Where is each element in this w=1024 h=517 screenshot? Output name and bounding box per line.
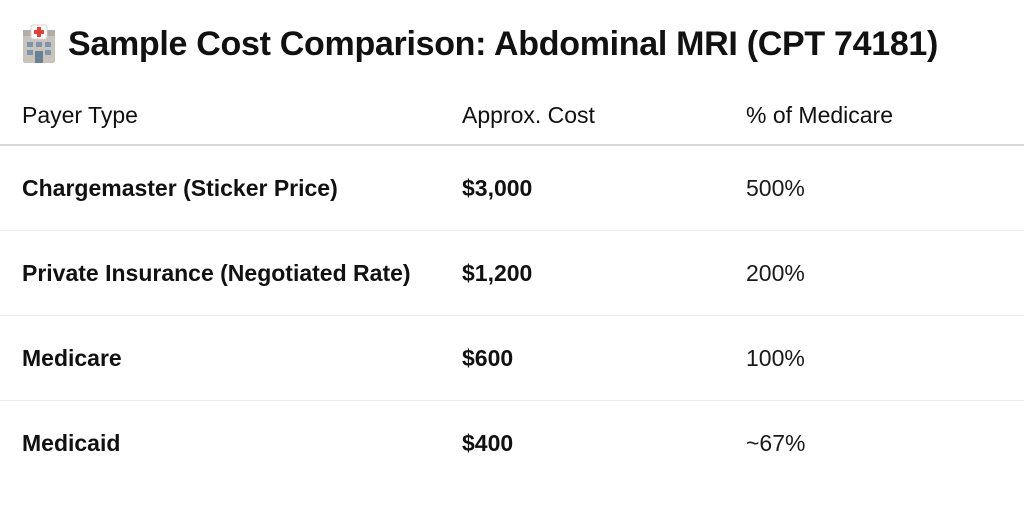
hospital-icon (22, 24, 56, 64)
cost-comparison-table: Payer Type Approx. Cost % of Medicare Ch… (0, 86, 1024, 485)
cell-percent-medicare: 100% (746, 316, 1024, 401)
table-row: Medicaid $400 ~67% (0, 401, 1024, 486)
cell-percent-medicare: 500% (746, 145, 1024, 231)
page-title: Sample Cost Comparison: Abdominal MRI (C… (68, 25, 938, 64)
column-header-approx-cost: Approx. Cost (462, 86, 746, 145)
table-row: Chargemaster (Sticker Price) $3,000 500% (0, 145, 1024, 231)
cell-percent-medicare: 200% (746, 231, 1024, 316)
table-row: Private Insurance (Negotiated Rate) $1,2… (0, 231, 1024, 316)
page-header: Sample Cost Comparison: Abdominal MRI (C… (22, 16, 938, 72)
column-header-payer-type: Payer Type (0, 86, 462, 145)
table-header-row: Payer Type Approx. Cost % of Medicare (0, 86, 1024, 145)
column-header-percent-medicare: % of Medicare (746, 86, 1024, 145)
cell-payer-type: Chargemaster (Sticker Price) (0, 145, 462, 231)
cell-approx-cost: $400 (462, 401, 746, 486)
cell-payer-type: Medicaid (0, 401, 462, 486)
cell-approx-cost: $600 (462, 316, 746, 401)
cell-approx-cost: $1,200 (462, 231, 746, 316)
cell-percent-medicare: ~67% (746, 401, 1024, 486)
cell-payer-type: Medicare (0, 316, 462, 401)
cell-approx-cost: $3,000 (462, 145, 746, 231)
table-row: Medicare $600 100% (0, 316, 1024, 401)
cell-payer-type: Private Insurance (Negotiated Rate) (0, 231, 462, 316)
